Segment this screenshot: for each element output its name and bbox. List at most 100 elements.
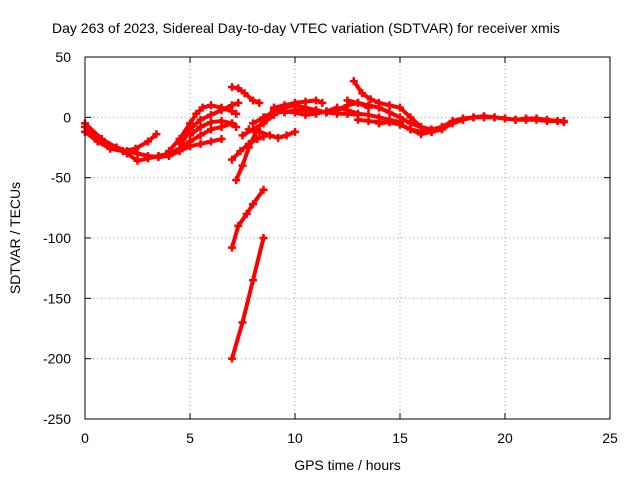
data-point: [280, 108, 289, 117]
data-point: [511, 115, 520, 124]
x-tick-label: 10: [287, 430, 303, 446]
data-point: [228, 243, 236, 252]
data-point: [217, 116, 226, 125]
data-point: [343, 96, 352, 105]
series-track-10: [228, 185, 268, 252]
data-point: [244, 143, 253, 152]
data-point: [301, 97, 310, 106]
y-tick-label: -50: [51, 170, 71, 186]
data-point: [232, 122, 241, 131]
data-point: [469, 113, 478, 122]
series-track-16: [280, 106, 362, 119]
y-axis-label: SDTVAR / TECUs: [7, 182, 23, 294]
y-tick-label: -100: [43, 230, 71, 246]
data-point: [375, 98, 383, 107]
data-point: [234, 84, 243, 93]
data-point: [385, 101, 394, 110]
data-point: [238, 161, 247, 170]
series-track-9: [232, 103, 287, 185]
data-point: [364, 101, 373, 110]
y-tick-label: 50: [55, 49, 71, 65]
data-point: [228, 354, 236, 363]
data-point: [207, 118, 215, 127]
data-point: [249, 200, 257, 209]
data-point: [207, 125, 215, 134]
data-point: [459, 114, 467, 123]
data-point: [274, 133, 283, 142]
x-tick-label: 5: [186, 430, 194, 446]
series-line: [230, 187, 266, 250]
data-point: [152, 130, 161, 139]
data-point: [291, 127, 299, 136]
data-point: [249, 96, 257, 105]
data-point: [192, 109, 201, 118]
data-point: [318, 98, 327, 107]
data-point: [196, 122, 205, 131]
data-point: [232, 176, 241, 185]
data-point: [322, 108, 331, 117]
data-point: [255, 127, 264, 136]
data-point: [366, 95, 375, 104]
series-track-11: [228, 234, 268, 363]
data-point: [333, 109, 341, 118]
x-tick-label: 25: [602, 430, 618, 446]
data-point: [238, 131, 247, 140]
data-point: [144, 154, 152, 163]
data-point: [280, 101, 289, 110]
data-point: [406, 125, 415, 134]
x-tick-label: 20: [497, 430, 513, 446]
series-track-13: [244, 125, 299, 142]
data-point: [131, 144, 140, 153]
data-point: [385, 108, 394, 117]
data-point: [349, 77, 358, 86]
data-point: [259, 234, 268, 242]
data-point: [186, 131, 194, 140]
y-tick-label: -150: [43, 290, 71, 306]
y-tick-label: 0: [63, 109, 71, 125]
data-point: [480, 112, 488, 121]
data-point: [375, 119, 383, 128]
data-point: [196, 115, 205, 124]
data-point: [240, 89, 249, 98]
data-point: [244, 125, 253, 134]
data-point: [427, 126, 436, 135]
data-point: [133, 149, 142, 158]
data-point: [396, 103, 404, 112]
data-point: [217, 135, 226, 144]
x-axis-label: GPS time / hours: [294, 457, 401, 473]
data-point: [559, 118, 568, 127]
series-line: [230, 236, 266, 361]
data-point: [291, 106, 299, 115]
data-point: [165, 147, 173, 156]
data-point: [265, 131, 274, 140]
data-point: [282, 131, 291, 140]
data-point: [234, 98, 243, 107]
data-point: [358, 89, 367, 98]
series-track-6: [186, 116, 241, 140]
data-point: [522, 114, 530, 123]
data-point: [312, 96, 320, 105]
chart-title: Day 263 of 2023, Sidereal Day-to-day VTE…: [52, 20, 560, 36]
data-point: [259, 113, 268, 122]
data-point: [123, 149, 131, 158]
data-point: [448, 116, 457, 125]
data-point: [406, 113, 415, 122]
data-point: [532, 114, 541, 123]
data-point: [236, 147, 245, 156]
data-point: [354, 98, 362, 107]
series-track-19: [354, 112, 568, 139]
data-point: [232, 109, 241, 118]
data-point: [133, 156, 142, 165]
plot-frame: [84, 56, 611, 420]
data-point: [438, 124, 446, 133]
data-point: [144, 137, 152, 146]
data-point: [207, 137, 215, 146]
data-point: [238, 318, 247, 327]
data-point: [490, 113, 499, 122]
data-point: [175, 144, 184, 153]
data-point: [154, 151, 163, 160]
data-point: [385, 118, 394, 127]
data-point: [249, 276, 257, 285]
data-point: [501, 114, 509, 123]
data-point: [270, 103, 278, 112]
